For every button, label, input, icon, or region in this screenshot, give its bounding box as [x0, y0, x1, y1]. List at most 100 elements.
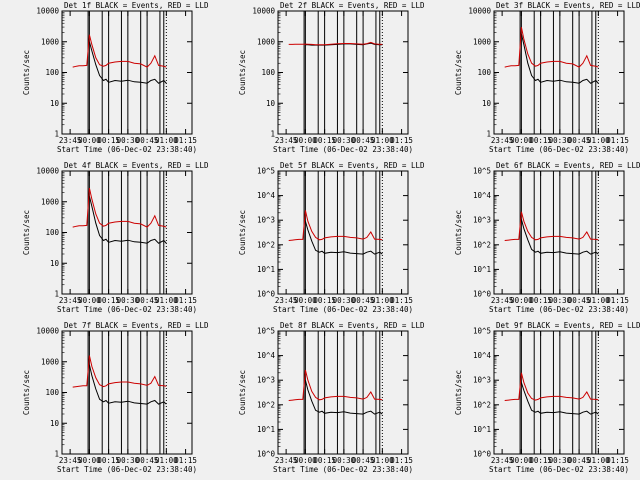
y-tick-label: 100: [477, 68, 491, 77]
y-tick-label: 10^2: [473, 240, 491, 249]
x-tick-label: 01:15: [390, 296, 413, 305]
y-tick-label: 10^5: [473, 167, 491, 176]
y-tick-label: 10^4: [257, 351, 276, 360]
y-tick-label: 10^3: [257, 376, 275, 385]
x-tick-label: 00:15: [529, 136, 552, 145]
x-tick-label: 23:45: [59, 456, 82, 465]
panel-9: Det 9f BLACK = Events, RED = LLD 10^0 10^1…: [454, 321, 640, 474]
y-tick-label: 1: [270, 130, 275, 139]
y-tick-label: 1: [486, 130, 491, 139]
events-series-line: [520, 219, 599, 255]
x-tick-label: 00:30: [333, 136, 356, 145]
x-tick-label: 00:45: [568, 136, 591, 145]
x-tick-label: 00:15: [313, 456, 336, 465]
x-tick-label: 23:45: [275, 296, 298, 305]
y-tick-label: 10^3: [473, 216, 491, 225]
x-tick-label: 01:00: [587, 136, 610, 145]
x-tick-label: 00:45: [568, 296, 591, 305]
x-tick-label: 00:00: [510, 296, 533, 305]
y-tick-label: 10000: [252, 7, 275, 16]
x-tick-label: 01:00: [371, 296, 394, 305]
y-axis-label: Counts/sec: [454, 370, 463, 415]
lld-series-line: [288, 210, 383, 241]
x-tick-label: 00:15: [97, 136, 120, 145]
plot-frame: [61, 10, 193, 135]
y-tick-label: 10^1: [473, 265, 491, 274]
y-tick-label: 10^4: [473, 351, 492, 360]
panel-title: Det 7f BLACK = Events, RED = LLD: [64, 321, 209, 330]
events-series-line: [304, 221, 383, 255]
y-tick-label: 10^1: [473, 425, 491, 434]
panel-title: Det 2f BLACK = Events, RED = LLD: [280, 1, 425, 10]
x-tick-label: 00:00: [78, 296, 101, 305]
y-tick-label: 10^5: [473, 327, 491, 336]
events-series-line: [88, 196, 167, 244]
plot-frame: [277, 330, 409, 455]
lld-series-line: [288, 41, 383, 46]
x-tick-label: 00:45: [136, 136, 159, 145]
panel-title: Det 3f BLACK = Events, RED = LLD: [496, 1, 640, 10]
y-tick-label: 10: [50, 259, 60, 268]
y-tick-label: 10^4: [257, 191, 276, 200]
y-tick-label: 10: [482, 99, 492, 108]
plot-frame: [493, 10, 625, 135]
x-tick-label: 00:30: [333, 456, 356, 465]
x-axis-label: Start Time (06-Dec-02 23:38:40): [273, 305, 413, 314]
events-series-line: [520, 382, 599, 415]
y-axis-label: Counts/sec: [454, 210, 463, 255]
y-tick-label: 10000: [36, 327, 59, 336]
x-axis-label: Start Time (06-Dec-02 23:38:40): [57, 305, 197, 314]
x-tick-label: 00:15: [313, 136, 336, 145]
y-tick-label: 10^0: [473, 290, 492, 299]
lld-series-line: [72, 187, 167, 228]
y-tick-label: 100: [45, 388, 59, 397]
x-tick-label: 00:00: [510, 136, 533, 145]
panel-title: Det 4f BLACK = Events, RED = LLD: [64, 161, 209, 170]
y-tick-label: 100: [261, 68, 275, 77]
y-tick-label: 1000: [41, 37, 60, 46]
x-tick-label: 01:00: [155, 296, 178, 305]
x-tick-label: 00:30: [549, 136, 572, 145]
y-axis-label: Counts/sec: [22, 210, 31, 255]
lld-series-line: [504, 372, 599, 401]
x-axis-label: Start Time (06-Dec-02 23:38:40): [489, 305, 629, 314]
x-tick-label: 23:45: [59, 136, 82, 145]
y-tick-label: 10^0: [473, 450, 492, 459]
x-tick-label: 00:00: [294, 296, 317, 305]
y-axis-label: Counts/sec: [454, 50, 463, 95]
x-tick-label: 00:45: [136, 296, 159, 305]
x-axis-label: Start Time (06-Dec-02 23:38:40): [57, 145, 197, 154]
y-tick-label: 10^3: [257, 216, 275, 225]
panel-4: Det 4f BLACK = Events, RED = LLD 1 10 100 10…: [22, 161, 209, 314]
y-tick-label: 10: [50, 419, 60, 428]
x-tick-label: 00:00: [294, 456, 317, 465]
lld-series-line: [72, 355, 167, 388]
x-tick-label: 00:15: [97, 456, 120, 465]
x-tick-label: 23:45: [491, 456, 514, 465]
events-series-line: [304, 380, 383, 415]
x-tick-label: 23:45: [275, 456, 298, 465]
x-tick-label: 23:45: [491, 296, 514, 305]
x-tick-label: 00:15: [529, 456, 552, 465]
x-axis-label: Start Time (06-Dec-02 23:38:40): [489, 145, 629, 154]
x-tick-label: 01:15: [390, 456, 413, 465]
y-tick-label: 10^0: [257, 450, 276, 459]
x-tick-label: 01:00: [371, 136, 394, 145]
x-tick-label: 00:45: [352, 456, 375, 465]
y-tick-label: 10^3: [473, 376, 491, 385]
x-tick-label: 01:15: [606, 136, 629, 145]
lld-series-line: [288, 369, 383, 401]
y-axis-label: Counts/sec: [238, 370, 247, 415]
panel-title: Det 1f BLACK = Events, RED = LLD: [64, 1, 209, 10]
y-tick-label: 100: [45, 228, 59, 237]
panel-title: Det 8f BLACK = Events, RED = LLD: [280, 321, 425, 330]
x-tick-label: 00:45: [352, 296, 375, 305]
y-tick-label: 10^2: [473, 400, 491, 409]
x-tick-label: 00:00: [510, 456, 533, 465]
events-series-line: [88, 41, 167, 84]
y-tick-label: 10^2: [257, 400, 275, 409]
events-series-line: [520, 33, 599, 84]
x-tick-label: 00:45: [568, 456, 591, 465]
y-tick-label: 1: [54, 130, 59, 139]
